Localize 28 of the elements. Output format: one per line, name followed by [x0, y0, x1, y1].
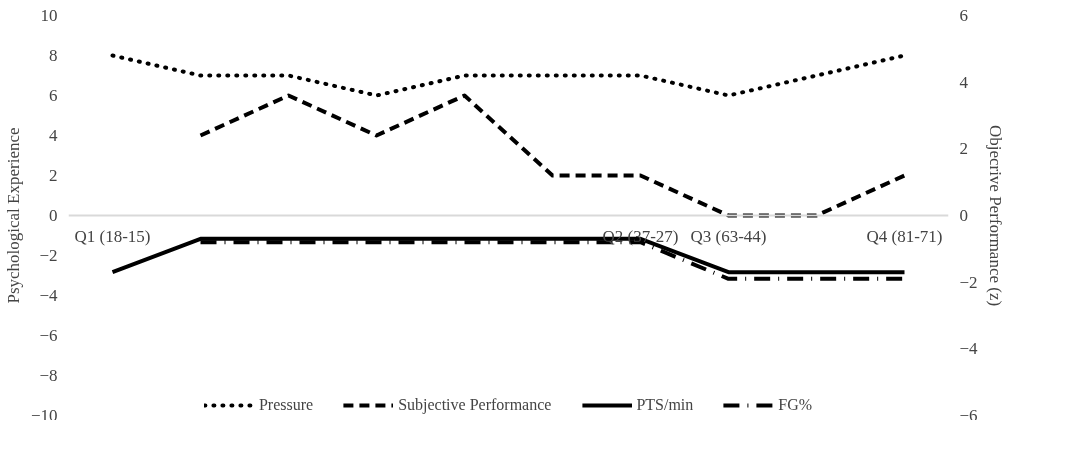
y2-tick-label: 0 [959, 206, 968, 225]
y2-tick-label: −6 [959, 405, 978, 425]
y2-tick-label: 2 [959, 139, 968, 159]
legend-label: Pressure [258, 396, 314, 414]
legend-label: Subjective Performance [398, 396, 552, 414]
y2-tick-label: −4 [959, 339, 979, 359]
y-tick-label: 4 [49, 126, 58, 145]
y2-tick-label: 6 [959, 6, 968, 25]
y-tick-label: −4 [39, 286, 58, 305]
y2-tick-label: −2 [959, 272, 978, 292]
y-tick-label: −6 [39, 326, 58, 345]
x-tick-label: Q1 (18-15) [74, 226, 151, 246]
y2-tick-label: 4 [959, 72, 969, 92]
y-tick-label: 0 [49, 206, 58, 225]
y-tick-label: 10 [40, 6, 58, 25]
y-axis-title: Psychological Experience [3, 127, 23, 304]
y-tick-label: −10 [30, 405, 58, 425]
y-tick-label: 8 [49, 46, 58, 65]
y-tick-label: −8 [39, 366, 58, 385]
line-series [198, 93, 907, 218]
x-tick-label: Q4 (81-71) [866, 226, 943, 246]
legend-label: FG% [778, 396, 813, 414]
y-tick-label: −2 [39, 246, 58, 265]
y-tick-label: 2 [49, 166, 58, 185]
y2-axis-title: Objecrive Performance (z) [985, 124, 1005, 307]
x-tick-label: Q3 (63-44) [690, 226, 767, 246]
y-tick-label: 6 [49, 86, 58, 105]
legend-label: PTS/min [636, 396, 694, 414]
